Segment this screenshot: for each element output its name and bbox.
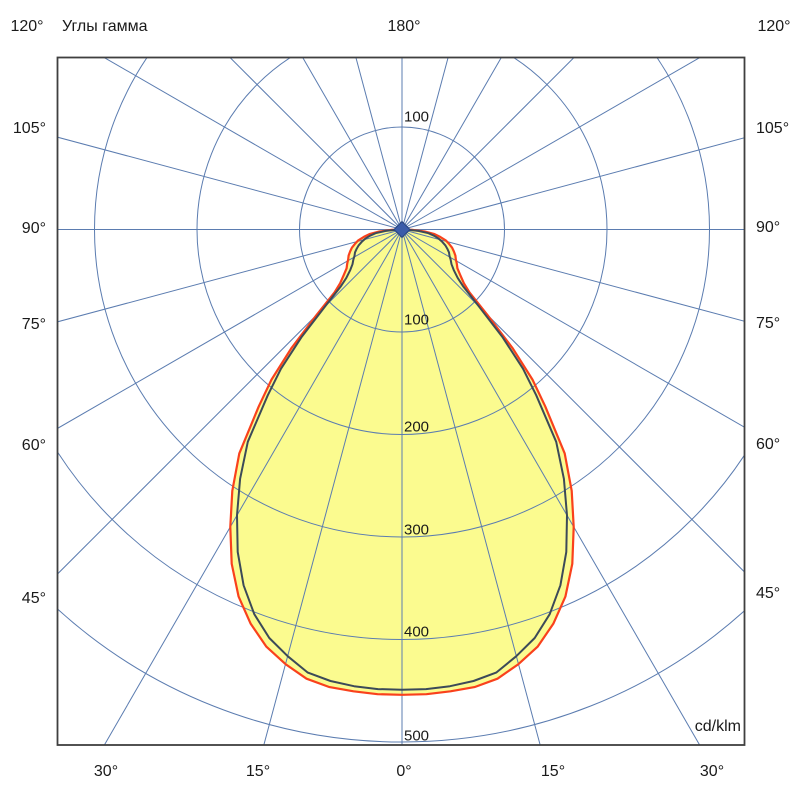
grid-ray-105: [401, 137, 744, 230]
grid-ray-210: [302, 58, 403, 230]
gamma-label-bottom-15R: 15°: [540, 763, 566, 780]
radial-label-100-up: 100: [404, 108, 430, 126]
radial-label-300: 300: [404, 521, 430, 539]
gamma-label-left-105: 105°: [12, 120, 46, 137]
grid-ray-45: [401, 229, 744, 573]
grid-ray-150: [401, 58, 502, 230]
radial-label-200: 200: [404, 418, 430, 436]
gamma-label-right-105: 105°: [756, 120, 790, 137]
gamma-label-bottom-0: 0°: [396, 763, 412, 780]
gamma-label-top-180: 180°: [387, 18, 421, 35]
grid-ray-30: [401, 229, 700, 745]
grid-ray-240: [103, 58, 403, 230]
grid-ray-330: [104, 229, 403, 745]
plot-frame: [56, 56, 746, 746]
gamma-label-right-75: 75°: [756, 315, 781, 332]
units-label: cd/klm: [694, 718, 741, 735]
gamma-label-bottom-30L: 30°: [93, 763, 119, 780]
grid-ray-15: [401, 229, 541, 745]
gamma-label-right-120: 120°: [757, 18, 791, 35]
grid-ray-285: [58, 229, 403, 323]
radial-label-400: 400: [404, 623, 430, 641]
grid-ray-225: [229, 58, 403, 230]
grid-ray-135: [401, 58, 575, 230]
grid-ray-300: [58, 229, 403, 429]
gamma-label-bottom-15L: 15°: [245, 763, 271, 780]
gamma-label-right-90: 90°: [756, 219, 781, 236]
pole-marker: [393, 220, 411, 239]
gamma-label-left-60: 60°: [21, 437, 46, 454]
grid-ray-315: [58, 229, 403, 575]
chart-title: Углы гамма: [62, 18, 148, 35]
gamma-label-left-120: 120°: [10, 18, 44, 35]
radial-label-100: 100: [404, 311, 430, 329]
gamma-label-left-90: 90°: [21, 220, 46, 237]
gamma-label-right-45: 45°: [756, 585, 781, 602]
gamma-label-right-60: 60°: [756, 436, 781, 453]
grid-ray-195: [355, 58, 403, 230]
gamma-label-bottom-30R: 30°: [699, 763, 725, 780]
gamma-label-left-75: 75°: [21, 316, 46, 333]
grid-ray-345: [263, 229, 403, 745]
radial-label-500: 500: [404, 727, 430, 745]
grid-ray-165: [401, 58, 449, 230]
curve-inner: [236, 228, 568, 691]
grid-ray-120: [401, 58, 701, 230]
curve-outer: [229, 228, 575, 696]
grid-ray-60: [401, 229, 744, 428]
grid-ray-255: [58, 136, 403, 230]
grid-ray-75: [401, 229, 744, 322]
gamma-label-left-45: 45°: [21, 590, 46, 607]
